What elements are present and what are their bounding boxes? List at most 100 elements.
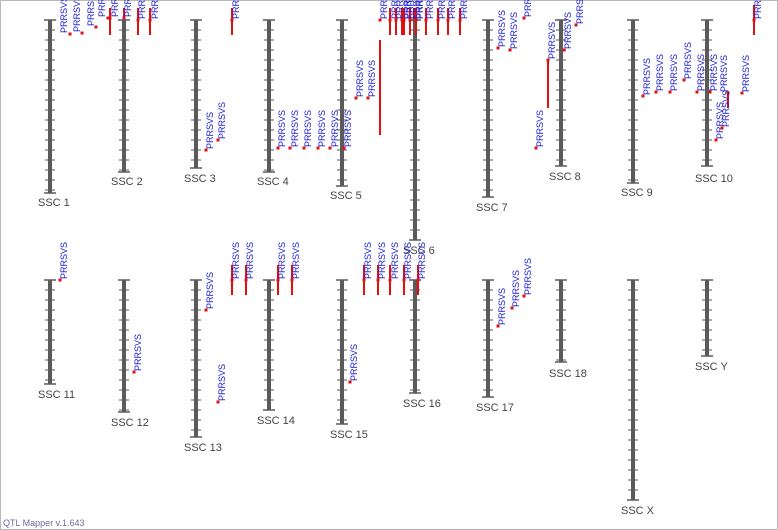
qtl-peak-dot [522, 16, 526, 20]
qtl-label: PRRSVS [363, 242, 373, 279]
qtl-peak-dot [522, 294, 526, 298]
qtl-label: PRRSVS [137, 0, 147, 19]
qtl-marker: PRRSVS [546, 22, 557, 108]
app-footer: QTL Mapper v.1.643 [3, 518, 85, 528]
qtl-marker: PRRSVS [354, 60, 365, 100]
chromosome-label: SSC 13 [184, 442, 222, 454]
qtl-label: PRRSVS [719, 55, 729, 92]
qtl-label: PRRSVS [437, 0, 447, 19]
chromosome-label: SSC 2 [111, 176, 143, 188]
qtl-marker: PRRSVS [695, 54, 706, 94]
qtl-label: PRRSVS [110, 0, 120, 17]
qtl-marker: PRRSVS [72, 0, 84, 35]
qtl-marker: PRRSVS [402, 242, 413, 295]
qtl-marker: PRRSVS [508, 12, 519, 52]
qtl-peak-dot [290, 278, 294, 282]
qtl-marker: PRRSVS [244, 242, 255, 295]
qtl-marker: PRRSVS [414, 0, 425, 35]
qtl-marker: PRRSVS [230, 0, 241, 35]
chr-ssc18: SSC 18 [549, 279, 587, 380]
qtl-label: PRRSVS [415, 0, 425, 19]
qtl-marker: PRRSVS [276, 110, 287, 150]
qtl-peak-dot [148, 18, 152, 22]
qtl-label: PRRSVS [133, 334, 143, 371]
qtl-peak-dot [508, 48, 512, 52]
qtl-label: PRRSVS [317, 110, 327, 147]
qtl-marker: PRRSVS [394, 0, 405, 35]
qtl-label: PRRSVS [330, 110, 340, 147]
chromosome-label: SSC 17 [476, 402, 514, 414]
qtl-peak-dot [695, 90, 699, 94]
qtl-label: PRRSVS [523, 258, 533, 295]
qtl-marker: PRRSVS [740, 55, 751, 95]
qtl-label: PRRSVS [535, 110, 545, 147]
qtl-label: PRRSVS [395, 0, 405, 19]
qtl-marker: PRRSVS [388, 242, 400, 295]
qtl-marker: PRRSVS [342, 110, 353, 150]
qtl-label: PRRSVS [290, 110, 300, 147]
qtl-marker: PRRSVS [148, 0, 160, 35]
qtl-label: PRRSVS [123, 0, 133, 17]
qtl-marker: PRRSVS [522, 0, 533, 20]
qtl-peak-dot [458, 18, 462, 22]
chromosome-label: SSC Y [695, 361, 728, 373]
qtl-peak-dot [414, 18, 418, 22]
qtl-peak-dot [400, 18, 404, 22]
qtl-peak-dot [58, 278, 62, 282]
qtl-label: PRRSVS [59, 0, 69, 33]
qtl-marker: PRRSVS [534, 110, 545, 150]
qtl-peak-dot [122, 16, 126, 20]
qtl-label: PRRSVS [642, 58, 652, 95]
qtl-label: PRRSVS [511, 270, 521, 307]
qtl-peak-dot [416, 278, 420, 282]
qtl-label: PRRSVS [97, 0, 107, 17]
chromosome-label: SSC 6 [403, 245, 435, 257]
qtl-marker: PRRSVS [328, 110, 340, 150]
qtl-marker: PRRSVS [288, 110, 300, 150]
qtl-label: PRRSVS [402, 0, 412, 19]
qtl-peak-dot [302, 146, 306, 150]
qtl-marker: PRRSVS [496, 288, 507, 328]
chromosome-label: SSC X [621, 505, 655, 517]
qtl-marker: PRRSVS [216, 364, 227, 404]
qtl-marker: PRRSVS [522, 258, 533, 298]
qtl-marker: PRRSVS [641, 58, 652, 98]
qtl-label: PRRSVS [655, 54, 665, 91]
chromosome-label: SSC 3 [184, 173, 216, 185]
qtl-peak-dot [136, 18, 140, 22]
qtl-marker: PRRSVS [682, 42, 693, 82]
qtl-peak-dot [446, 18, 450, 22]
chromosome-label: SSC 4 [257, 176, 289, 188]
qtl-peak-dot [80, 31, 84, 35]
chromosome-label: SSC 1 [38, 197, 70, 209]
qtl-label: PRRSVS [409, 0, 419, 19]
chromosome-label: SSC 16 [403, 398, 441, 410]
chromosome-label: SSC 12 [111, 417, 149, 429]
chromosome-label: SSC 8 [549, 171, 581, 183]
qtl-peak-dot [342, 146, 346, 150]
qtl-marker: PRRSVS [708, 54, 719, 94]
qtl-label: PRRSVS [291, 242, 301, 279]
qtl-label: PRRSVS [696, 54, 706, 91]
qtl-marker: PRRSVS [366, 60, 377, 100]
qtl-peak-dot [328, 146, 332, 150]
qtl-label: PRRSVS [547, 22, 557, 59]
qtl-marker: PRRSVS [446, 0, 457, 35]
qtl-peak-dot [740, 91, 744, 95]
qtl-marker: PRRSVS [204, 112, 215, 152]
qtl-marker: PRRSVS [668, 54, 679, 94]
qtl-marker: PRRSVS [136, 0, 147, 35]
qtl-peak-dot [362, 278, 366, 282]
qtl-label: PRRSVS [403, 0, 413, 19]
qtl-marker: PRRSVS [424, 0, 435, 35]
qtl-label: PRRSVS [575, 0, 585, 24]
qtl-label: PRRSVS [425, 0, 435, 19]
qtl-peak-dot [574, 23, 578, 27]
qtl-label: PRRSVS [497, 288, 507, 325]
qtl-marker: PRRSVS [302, 110, 313, 150]
qtl-label: PRRS [86, 1, 96, 26]
